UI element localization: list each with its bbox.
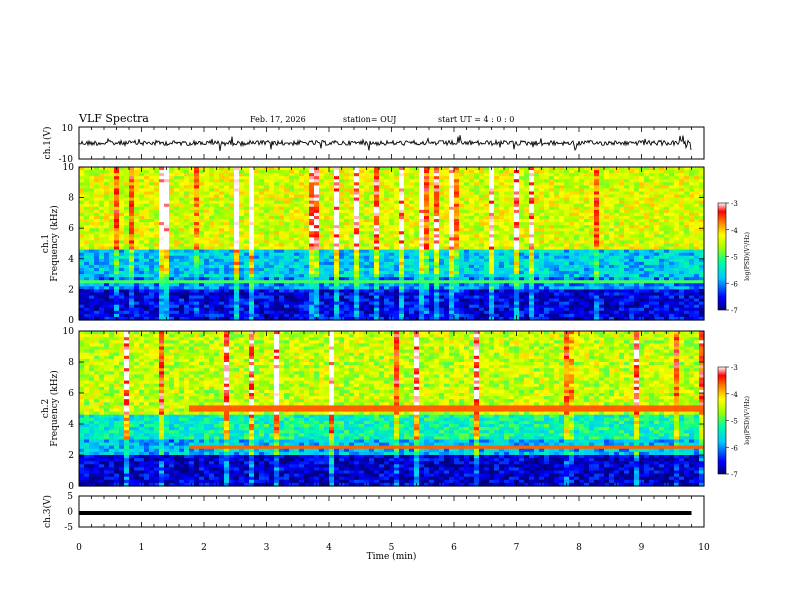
ch2-spectrogram-cells [79,331,705,487]
ch1-spectrogram-colorbar-tick-label: -3 [731,200,738,208]
ch1-spectrogram-colorbar-label: log(PSD)(V²/Hz) [744,232,751,281]
ch1-spectrogram-colorbar-tick-label: -7 [731,307,738,315]
ch3-ylabel: ch.3(V) [42,495,53,528]
ch1-ytick-label: 10 [62,124,74,134]
ch2-spectrogram-ylabel-channel: ch.2 [41,399,51,418]
x-tick-label: 2 [201,543,207,553]
ch1-spectrogram-colorbar-tick-label: -5 [731,254,738,262]
figure-title: VLF Spectra [79,112,149,125]
ch1-trace [78,135,692,151]
ch1-spectrogram-ytick-label: 8 [68,194,74,204]
station-label: station= OUJ [343,115,397,124]
x-tick-label: 8 [576,543,582,553]
x-tick-label: 10 [698,543,710,553]
x-tick-label: 9 [639,543,645,553]
x-tick-label: 5 [389,543,395,553]
ch2-spectrogram-colorbar-label: log(PSD)(V²/Hz) [744,396,751,445]
ch1-spectrogram-ytick-label: 0 [68,316,74,326]
x-tick-label: 1 [139,543,145,553]
ch1-spectrogram-ylabel-channel: ch.1 [41,234,51,253]
ch3-ytick-label: -5 [64,523,73,533]
ch2-spectrogram-colorbar-tick-label: -5 [731,418,738,426]
ch1-spectrogram-colorbar-tick-label: -4 [731,227,738,235]
ch1-spectrogram-ytick-label: 10 [63,163,75,173]
ch1-spectrogram-ylabel-frequency: Frequency (kHz) [49,205,60,282]
x-tick-label: 7 [514,543,520,553]
ch2-spectrogram-ytick-label: 8 [68,358,74,368]
ch2-spectrogram-ylabel-frequency: Frequency (kHz) [49,370,60,447]
ch3-ytick-label: 5 [67,492,73,502]
ch1-ylabel: ch.1(V) [42,127,53,160]
ch2-spectrogram-ytick-label: 2 [68,451,74,461]
ch1-spectrogram-colorbar [717,202,727,311]
ch1-spectrogram-ytick-label: 2 [68,285,74,295]
start-time-label: start UT = 4 : 0 : 0 [438,115,515,124]
ch1-spectrogram-ytick-label: 4 [68,255,74,265]
ch1-ytick-label: -10 [59,155,74,165]
ch3-ytick-label: 0 [67,508,73,518]
ch2-spectrogram-colorbar-tick-label: -6 [731,444,738,452]
ch1-spectrogram-ytick-label: 6 [68,224,74,234]
ch2-spectrogram-ytick-label: 4 [68,420,74,430]
ch2-spectrogram-colorbar-tick-label: -7 [731,471,738,479]
x-tick-label: 4 [326,543,332,553]
ch2-spectrogram-colorbar-tick-label: -4 [731,391,738,399]
ch2-spectrogram-colorbar [717,366,727,475]
ch2-spectrogram-ytick-label: 0 [68,482,74,492]
ch1-spectrogram-cells [79,167,705,321]
x-tick-label: 0 [76,543,82,553]
x-tick-label: 3 [264,543,270,553]
x-axis-label: Time (min) [367,551,417,562]
ch2-spectrogram-ytick-label: 10 [63,327,75,337]
x-tick-label: 6 [451,543,457,553]
ch1-spectrogram-colorbar-tick-label: -6 [731,280,738,288]
ch2-spectrogram-ytick-label: 6 [68,389,74,399]
date-label: Feb. 17, 2026 [250,115,306,124]
ch2-spectrogram-colorbar-tick-label: -3 [731,364,738,372]
